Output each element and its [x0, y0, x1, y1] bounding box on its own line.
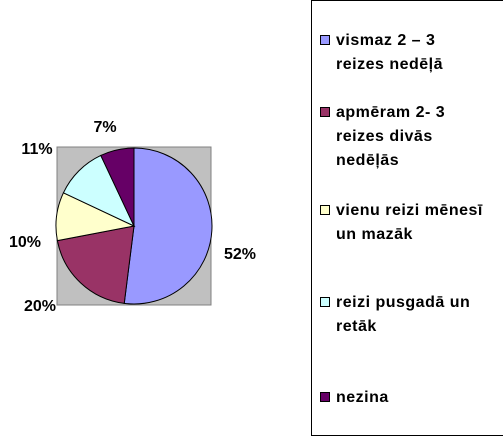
pie-slice: [56, 225, 135, 304]
legend-label: apmēram 2- 3 reizes divās nedēļās: [336, 104, 446, 169]
pie-slice: [100, 147, 135, 227]
legend-item: vismaz 2 – 3 reizes nedēļā: [320, 29, 500, 77]
data-label: 20%: [24, 298, 56, 315]
legend-swatch: [320, 392, 330, 402]
legend-swatch: [320, 297, 330, 307]
legend-item: nezina: [320, 386, 500, 410]
legend-label: nezina: [336, 389, 389, 406]
data-label: 11%: [21, 141, 52, 158]
pie-slice: [123, 147, 213, 305]
legend-label: vienu reizi mēnesī un mazāk: [336, 202, 483, 243]
data-label: 10%: [9, 234, 41, 251]
legend-label: reizi pusgadā un retāk: [336, 294, 471, 335]
legend-swatch: [320, 35, 330, 45]
pie-area: 52% 20% 10% 11% 7%: [9, 119, 256, 315]
data-label: 52%: [224, 246, 256, 263]
legend-item: reizi pusgadā un retāk: [320, 291, 500, 339]
legend-swatch: [320, 107, 330, 117]
legend-swatch: [320, 205, 330, 215]
legend: vismaz 2 – 3 reizes nedēļā apmēram 2- 3 r…: [311, 0, 503, 436]
legend-item: vienu reizi mēnesī un mazāk: [320, 199, 500, 247]
legend-item: apmēram 2- 3 reizes divās nedēļās: [320, 101, 500, 173]
data-label: 7%: [93, 119, 116, 136]
legend-label: vismaz 2 – 3 reizes nedēļā: [336, 32, 443, 73]
